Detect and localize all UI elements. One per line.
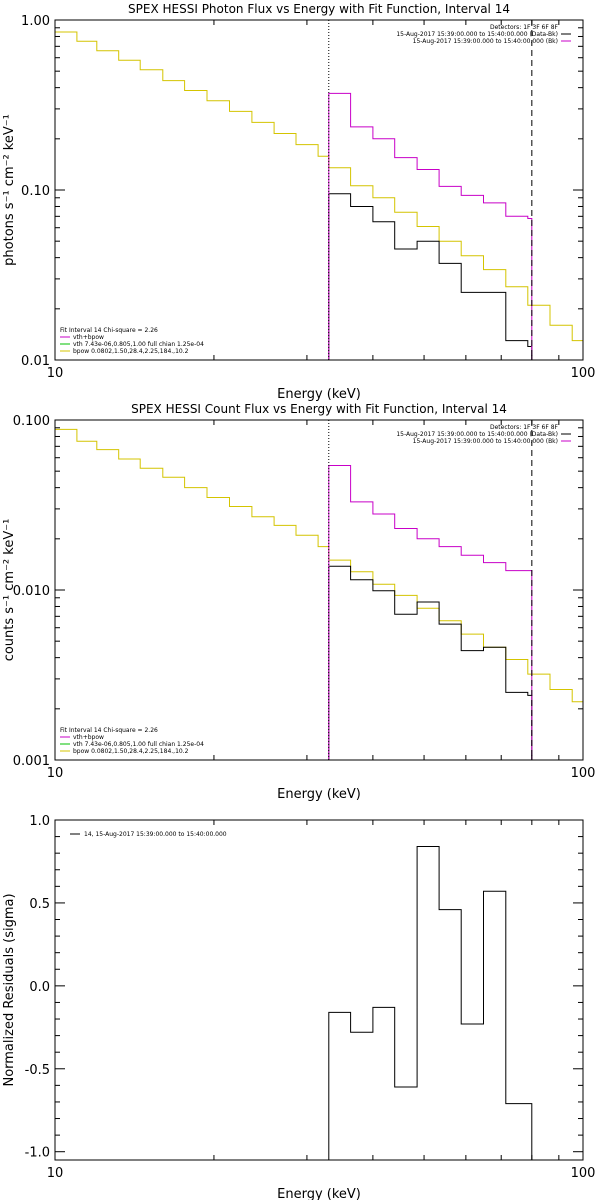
x-axis-label: Energy (keV) [277,387,361,402]
fit-legend-header: Fit Interval 14 Chi-square = 2.26 [60,727,158,734]
legend-entry-2: 15-Aug-2017 15:39:00.000 to 15:40:00.000… [413,38,558,45]
chart-title: SPEX HESSI Count Flux vs Energy with Fit… [131,402,507,416]
y-tick-label: 0.001 [13,754,50,769]
legend-header: Detectors: 1F 3F 6F 8F [490,24,559,31]
y-tick-label: 0.10 [21,184,50,199]
fit-legend-entry-1: vth+bpow [73,334,104,341]
x-tick-label: 100 [571,366,596,381]
series-line-data-bk [328,565,533,760]
fit-legend-entry-1: vth+bpow [73,734,104,741]
x-axis-label: Energy (keV) [277,787,361,802]
plot-frame [54,19,584,361]
chart-title: SPEX HESSI Photon Flux vs Energy with Fi… [128,2,510,16]
x-tick-label: 100 [571,1166,596,1181]
fit-legend-entry-2: vth 7.43e-06,0.805,1.00 full chian 1.25e… [73,341,204,348]
series-line-14-15-aug-2017-15-39-00-000-to-15-40-00-000 [328,846,533,1160]
y-tick-label: 0.100 [13,414,50,429]
y-axis-label: Normalized Residuals (sigma) [2,893,17,1086]
series-line-data-bk [328,193,533,360]
fit-legend-entry-3: bpow 0.0802,1.50,28.4,2.25,184.,10.2 [73,748,189,755]
legend-entry-1: 15-Aug-2017 15:39:00.000 to 15:40:00.000… [396,431,558,438]
y-tick-label: 0.0 [29,980,50,995]
series-line-bk [328,92,533,360]
chart-panel-2: SPEX HESSI Count Flux vs Energy with Fit… [2,402,595,802]
fit-legend-entry-3: bpow 0.0802,1.50,28.4,2.25,184.,10.2 [73,348,189,355]
series-line-bpow [55,31,583,357]
x-tick-label: 10 [47,1166,64,1181]
series-line-bk [328,465,533,760]
y-tick-label: -1.0 [25,1146,50,1161]
y-tick-label: 1.0 [29,814,50,829]
legend-entry-2: 15-Aug-2017 15:39:00.000 to 15:40:00.000… [413,438,558,445]
y-axis-label: counts s⁻¹ cm⁻² keV⁻¹ [2,519,17,662]
x-axis-label: Energy (keV) [277,1187,361,1200]
plot-frame [54,819,584,1161]
fit-legend-entry-2: vth 7.43e-06,0.805,1.00 full chian 1.25e… [73,741,204,748]
y-tick-label: 0.010 [13,584,50,599]
y-axis-label: photons s⁻¹ cm⁻² keV⁻¹ [2,114,17,266]
x-tick-label: 10 [47,366,64,381]
chart-panel-3: 10 100 1.0 0.5 0.0 -0.5 -1.0 Energy (keV) Normal… [2,814,595,1200]
residual-legend-entry: 14, 15-Aug-2017 15:39:00.000 to 15:40:00… [84,831,227,838]
x-tick-label: 100 [571,766,596,781]
fit-legend-header: Fit Interval 14 Chi-square = 2.26 [60,327,158,334]
series-line-bpow [55,428,583,717]
y-tick-label: 0.5 [29,897,50,912]
legend-header: Detectors: 1F 3F 6F 8F [490,424,559,431]
y-tick-label: 0.01 [21,354,50,369]
chart-panel-1: SPEX HESSI Photon Flux vs Energy with Fi… [2,2,595,402]
y-tick-label: 1.00 [21,14,50,29]
y-tick-label: -0.5 [25,1063,50,1078]
x-tick-label: 10 [47,766,64,781]
legend-entry-1: 15-Aug-2017 15:39:00.000 to 15:40:00.000… [396,31,558,38]
plot-frame [54,419,584,761]
